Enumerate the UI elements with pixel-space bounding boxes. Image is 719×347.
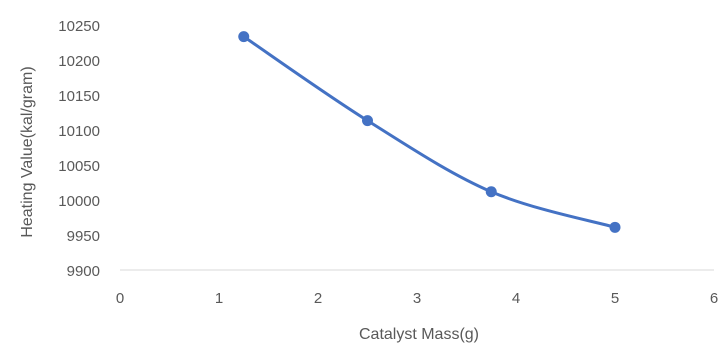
- y-tick-label: 9950: [67, 228, 100, 245]
- data-point: [609, 221, 621, 233]
- y-tick-labels: 9900 9950 10000 10050 10100 10150 10200 …: [58, 18, 100, 280]
- y-tick-label: 10150: [58, 88, 100, 105]
- y-tick-label: 10000: [58, 193, 100, 210]
- y-tick-label: 10250: [58, 18, 100, 35]
- x-tick-label: 3: [413, 290, 421, 307]
- data-point: [362, 115, 373, 127]
- plot-area: [238, 31, 621, 233]
- y-tick-label: 10050: [58, 158, 100, 175]
- x-tick-label: 2: [314, 290, 322, 307]
- x-tick-label: 1: [215, 290, 223, 307]
- data-point: [485, 186, 497, 198]
- y-tick-label: 9900: [67, 263, 100, 280]
- y-axis-title: Heating Value(kal/gram): [19, 66, 36, 237]
- series-line: [242, 35, 617, 229]
- y-tick-label: 10100: [58, 123, 100, 140]
- data-point: [238, 31, 250, 43]
- x-tick-labels: 0 1 2 3 4 5 6: [116, 290, 718, 307]
- x-tick-label: 4: [512, 290, 520, 307]
- x-tick-label: 6: [710, 290, 718, 307]
- x-tick-label: 0: [116, 290, 124, 307]
- x-tick-label: 5: [611, 290, 619, 307]
- y-tick-label: 10200: [58, 53, 100, 70]
- x-axis-title: Catalyst Mass(g): [359, 326, 479, 343]
